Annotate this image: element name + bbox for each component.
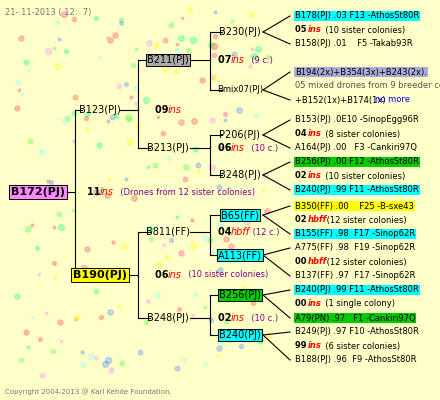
Text: (10 c.): (10 c.) — [246, 314, 278, 322]
Text: 02: 02 — [295, 172, 309, 180]
Text: A79(PN) .97   F1 -Cankiri97Q: A79(PN) .97 F1 -Cankiri97Q — [295, 314, 416, 322]
Text: B194(2x)+B354(3x)+B243(2x).: B194(2x)+B354(3x)+B243(2x). — [295, 68, 427, 76]
Text: ins: ins — [231, 143, 245, 153]
Text: (6 sister colonies): (6 sister colonies) — [320, 342, 400, 350]
Text: 02: 02 — [218, 313, 235, 323]
Text: B158(PJ) .01    F5 -Takab93R: B158(PJ) .01 F5 -Takab93R — [295, 40, 413, 48]
Text: Bmix07(PJ): Bmix07(PJ) — [217, 86, 263, 94]
Text: ins: ins — [168, 105, 182, 115]
Text: (9 c.): (9 c.) — [246, 56, 272, 64]
Text: Copyright 2004-2013 @ Karl Kehde Foundation.: Copyright 2004-2013 @ Karl Kehde Foundat… — [5, 388, 172, 395]
Text: (8 sister colonies): (8 sister colonies) — [320, 130, 400, 138]
Text: hbff: hbff — [231, 227, 250, 237]
Text: hbff: hbff — [308, 258, 327, 266]
Text: B240(PJ) .99 F11 -AthosSt80R: B240(PJ) .99 F11 -AthosSt80R — [295, 186, 419, 194]
Text: no more: no more — [375, 96, 410, 104]
Text: B188(PJ) .96  F9 -AthosSt80R: B188(PJ) .96 F9 -AthosSt80R — [295, 356, 417, 364]
Text: 00: 00 — [295, 300, 309, 308]
Text: ins: ins — [100, 187, 114, 197]
Text: B240(PJ): B240(PJ) — [219, 330, 261, 340]
Text: 00: 00 — [295, 258, 309, 266]
Text: P206(PJ): P206(PJ) — [220, 130, 260, 140]
Text: 09: 09 — [155, 105, 172, 115]
Text: 11: 11 — [87, 187, 104, 197]
Text: hbff: hbff — [308, 216, 327, 224]
Text: (12 sister colonies): (12 sister colonies) — [324, 258, 407, 266]
Text: B249(PJ) .97 F10 -AthosSt80R: B249(PJ) .97 F10 -AthosSt80R — [295, 328, 419, 336]
Text: (10 sister colonies): (10 sister colonies) — [320, 172, 405, 180]
Text: B178(PJ) .03 F13 -AthosSt80R: B178(PJ) .03 F13 -AthosSt80R — [295, 12, 419, 20]
Text: 04: 04 — [218, 227, 235, 237]
Text: 04: 04 — [295, 130, 309, 138]
Text: ins: ins — [231, 313, 245, 323]
Text: ins: ins — [231, 55, 245, 65]
Text: B213(PJ): B213(PJ) — [147, 143, 189, 153]
Text: B155(FF) .98  F17 -Sinop62R: B155(FF) .98 F17 -Sinop62R — [295, 230, 415, 238]
Text: ins: ins — [168, 270, 182, 280]
Text: B248(PJ): B248(PJ) — [219, 170, 261, 180]
Text: 06: 06 — [155, 270, 172, 280]
Text: B65(FF): B65(FF) — [221, 210, 259, 220]
Text: B211(PJ): B211(PJ) — [147, 55, 189, 65]
Text: 02: 02 — [295, 216, 309, 224]
Text: B240(PJ) .99 F11 -AthosSt80R: B240(PJ) .99 F11 -AthosSt80R — [295, 286, 419, 294]
Text: (10 c.): (10 c.) — [246, 144, 278, 152]
Text: 07: 07 — [218, 55, 235, 65]
Text: A164(PJ) .00   F3 -Cankiri97Q: A164(PJ) .00 F3 -Cankiri97Q — [295, 144, 417, 152]
Text: ins: ins — [308, 26, 322, 34]
Text: B153(PJ) .0E10 -SinopEgg96R: B153(PJ) .0E10 -SinopEgg96R — [295, 116, 419, 124]
Text: 05 mixed drones from 9 breeder col: 05 mixed drones from 9 breeder col — [295, 82, 440, 90]
Text: 05: 05 — [295, 26, 309, 34]
Text: B123(PJ): B123(PJ) — [79, 105, 121, 115]
Text: 06: 06 — [218, 143, 235, 153]
Text: (12 c.): (12 c.) — [250, 228, 279, 236]
Text: 99: 99 — [295, 342, 309, 350]
Text: ins: ins — [308, 172, 322, 180]
Text: B137(FF) .97  F17 -Sinop62R: B137(FF) .97 F17 -Sinop62R — [295, 272, 415, 280]
Text: ins: ins — [308, 342, 322, 350]
Text: A775(FF) .98  F19 -Sinop62R: A775(FF) .98 F19 -Sinop62R — [295, 244, 415, 252]
Text: ins: ins — [308, 130, 322, 138]
Text: A113(FF): A113(FF) — [218, 250, 262, 260]
Text: 21- 11-2013 ( 12:  7): 21- 11-2013 ( 12: 7) — [5, 8, 92, 17]
Text: B230(PJ): B230(PJ) — [219, 27, 261, 37]
Text: B256(PJ) .00 F12 -AthosSt80R: B256(PJ) .00 F12 -AthosSt80R — [295, 158, 419, 166]
Text: (10 sister colonies): (10 sister colonies) — [320, 26, 405, 34]
Text: B172(PJ): B172(PJ) — [11, 187, 65, 197]
Text: B811(FF): B811(FF) — [146, 227, 190, 237]
Text: B190(PJ): B190(PJ) — [73, 270, 127, 280]
Text: B350(FF) .00    F25 -B-sxe43: B350(FF) .00 F25 -B-sxe43 — [295, 202, 414, 210]
Text: B256(PJ): B256(PJ) — [219, 290, 261, 300]
Text: (10 sister colonies): (10 sister colonies) — [183, 270, 268, 280]
Text: B248(PJ): B248(PJ) — [147, 313, 189, 323]
Text: +B152(1x)+B174(1x): +B152(1x)+B174(1x) — [295, 96, 388, 104]
Text: (1 single colony): (1 single colony) — [320, 300, 395, 308]
Text: ins: ins — [308, 300, 322, 308]
Text: (12 sister colonies): (12 sister colonies) — [324, 216, 407, 224]
Text: (Drones from 12 sister colonies): (Drones from 12 sister colonies) — [114, 188, 255, 196]
